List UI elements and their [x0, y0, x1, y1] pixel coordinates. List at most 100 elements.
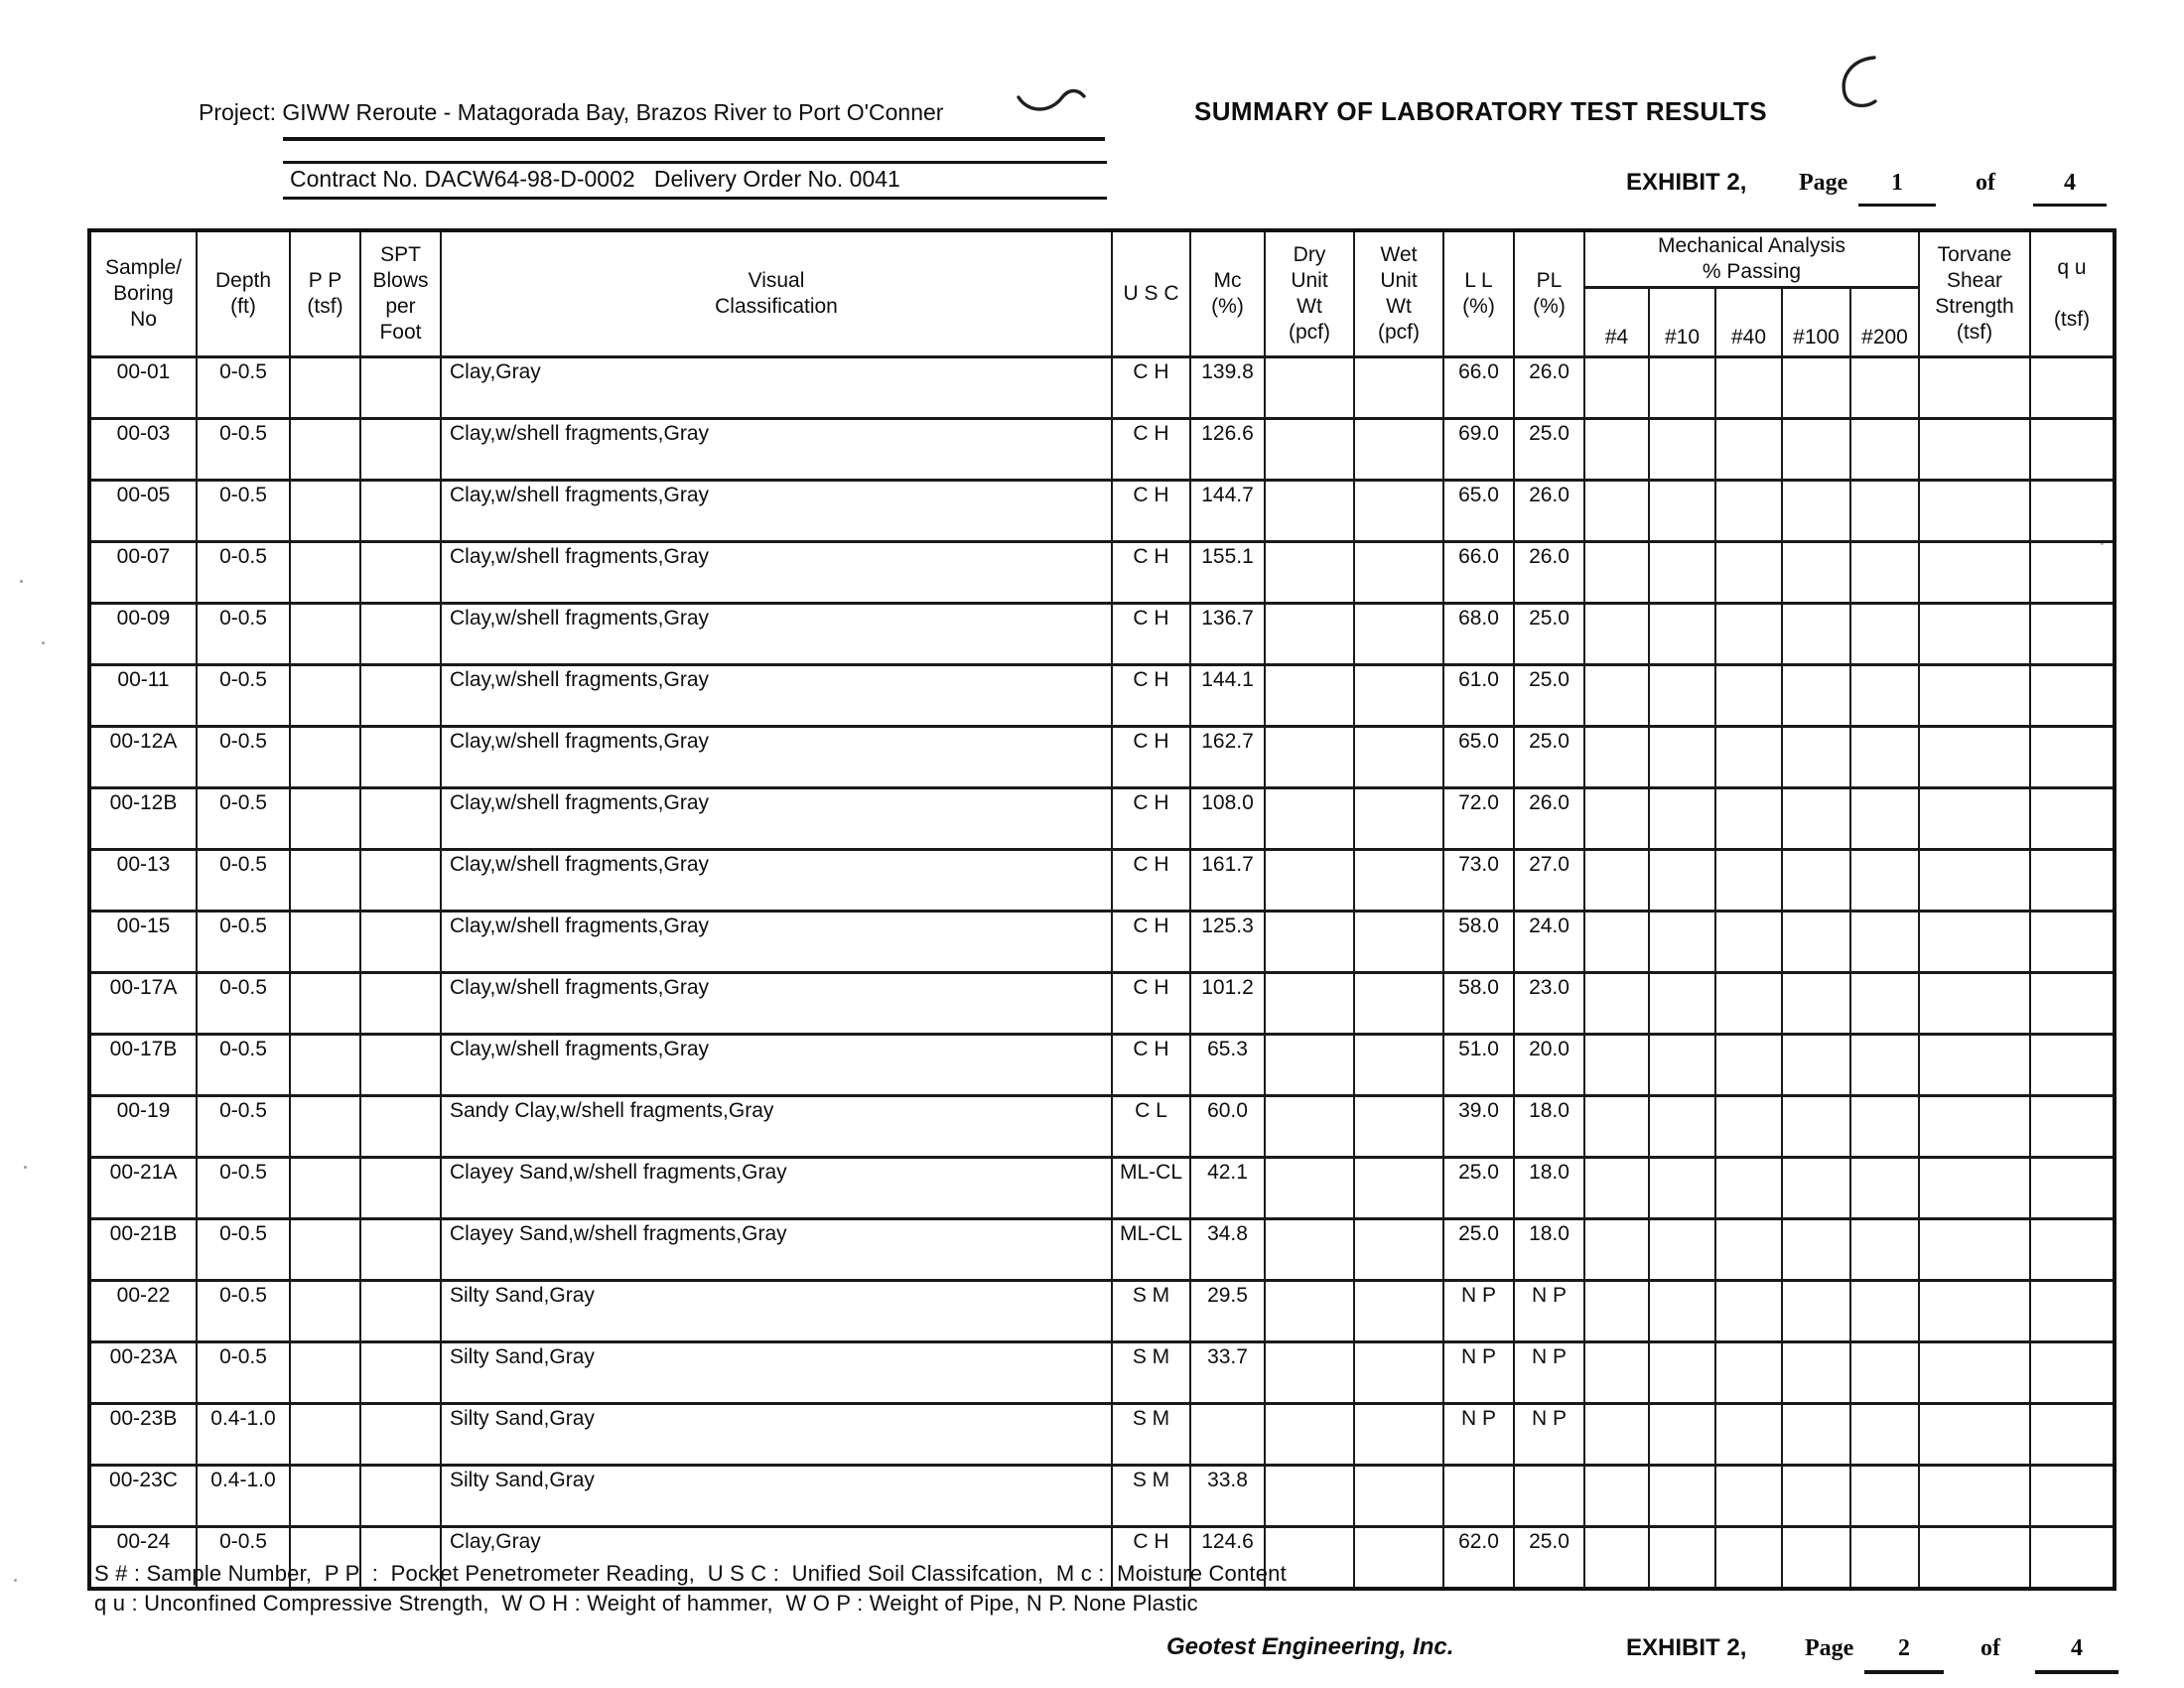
table-row: 00-17B 0-0.5 Clay,w/shell fragments,Gray C … [88, 1033, 2116, 1097]
cell-passing-40 [1714, 1217, 1783, 1282]
col-header-sieve-10: #10 [1648, 286, 1716, 358]
cell-plastic-limit: 20.0 [1513, 1033, 1585, 1097]
cell-wet-unit-wt [1353, 1033, 1444, 1097]
cell-usc: C H [1111, 540, 1191, 605]
results-table-body: 00-01 0-0.5 Clay,Gray C H 139.8 66.0 26.0 00-03… [88, 355, 2116, 1591]
page-number-underline-bottom [1864, 1670, 1944, 1674]
cell-spt-blows [359, 1033, 442, 1097]
cell-passing-4 [1583, 417, 1650, 482]
cell-wet-unit-wt [1353, 1464, 1444, 1528]
cell-qu [2029, 1217, 2116, 1282]
cell-passing-4 [1583, 971, 1650, 1036]
cell-spt-blows [359, 1464, 442, 1528]
cell-torvane-shear-strength [1918, 910, 2031, 974]
cell-passing-10 [1648, 602, 1716, 666]
cell-visual-classification: Silty Sand,Gray [440, 1340, 1113, 1405]
cell-visual-classification: Clay,w/shell fragments,Gray [440, 725, 1113, 789]
cell-passing-4 [1583, 848, 1650, 913]
cell-passing-200 [1849, 479, 1920, 543]
table-row: 00-21A 0-0.5 Clayey Sand,w/shell fragments… [88, 1156, 2116, 1220]
cell-passing-100 [1781, 1217, 1851, 1282]
cell-qu [2029, 479, 2116, 543]
cell-wet-unit-wt [1353, 1340, 1444, 1405]
cell-sample-no: 00-01 [88, 355, 198, 420]
cell-passing-100 [1781, 786, 1851, 851]
cell-pp [289, 725, 361, 789]
cell-passing-4 [1583, 1217, 1650, 1282]
results-table: Sample/ Boring No Depth (ft) P P (tsf) S… [87, 228, 2116, 1591]
cell-plastic-limit: N P [1513, 1402, 1585, 1467]
table-row: 00-15 0-0.5 Clay,w/shell fragments,Gray C H… [88, 910, 2116, 974]
cell-passing-40 [1714, 355, 1783, 420]
cell-passing-10 [1648, 971, 1716, 1036]
cell-visual-classification: Clay,w/shell fragments,Gray [440, 417, 1113, 482]
col-header-pl: PL (%) [1513, 228, 1585, 358]
cell-depth: 0-0.5 [196, 725, 291, 789]
cell-spt-blows [359, 910, 442, 974]
cell-passing-10 [1648, 355, 1716, 420]
cell-torvane-shear-strength [1918, 1033, 2031, 1097]
col-header-usc: U S C [1111, 228, 1191, 358]
col-header-dry-unit-wt: Dry Unit Wt (pcf) [1264, 228, 1355, 358]
cell-torvane-shear-strength [1918, 1525, 2031, 1591]
cell-passing-100 [1781, 1156, 1851, 1220]
cell-passing-4 [1583, 602, 1650, 666]
cell-plastic-limit: 18.0 [1513, 1094, 1585, 1159]
ruled-line [283, 161, 1107, 164]
cell-qu [2029, 848, 2116, 913]
cell-plastic-limit [1513, 1464, 1585, 1528]
cell-depth: 0-0.5 [196, 479, 291, 543]
cell-passing-10 [1648, 910, 1716, 974]
cell-passing-200 [1849, 1340, 1920, 1405]
cell-passing-40 [1714, 786, 1783, 851]
cell-wet-unit-wt [1353, 417, 1444, 482]
cell-mc: 33.7 [1189, 1340, 1266, 1405]
cell-usc: C H [1111, 848, 1191, 913]
page-number-top: 1 [1891, 170, 1903, 196]
total-pages-underline [2033, 204, 2107, 207]
cell-passing-10 [1648, 1525, 1716, 1591]
cell-mc [1189, 1402, 1266, 1467]
cell-dry-unit-wt [1264, 910, 1355, 974]
cell-passing-40 [1714, 971, 1783, 1036]
cell-qu [2029, 540, 2116, 605]
table-row: 00-13 0-0.5 Clay,w/shell fragments,Gray C H… [88, 848, 2116, 913]
cell-sample-no: 00-17A [88, 971, 198, 1036]
table-row: 00-23C 0.4-1.0 Silty Sand,Gray S M 33.8 [88, 1464, 2116, 1528]
col-header-depth: Depth (ft) [196, 228, 291, 358]
cell-mc: 34.8 [1189, 1217, 1266, 1282]
cell-visual-classification: Clay,w/shell fragments,Gray [440, 786, 1113, 851]
cell-sample-no: 00-15 [88, 910, 198, 974]
cell-torvane-shear-strength [1918, 1156, 2031, 1220]
cell-pp [289, 1464, 361, 1528]
cell-passing-100 [1781, 1525, 1851, 1591]
pen-mark-curl [1842, 56, 1877, 108]
cell-dry-unit-wt [1264, 1033, 1355, 1097]
table-row: 00-12B 0-0.5 Clay,w/shell fragments,Gray C … [88, 786, 2116, 851]
footnote-line-1: S # : Sample Number, P P : Pocket Penetr… [94, 1561, 1287, 1586]
cell-pp [289, 602, 361, 666]
cell-torvane-shear-strength [1918, 602, 2031, 666]
cell-spt-blows [359, 479, 442, 543]
table-row: 00-21B 0-0.5 Clayey Sand,w/shell fragments… [88, 1217, 2116, 1282]
cell-qu [2029, 1464, 2116, 1528]
cell-depth: 0-0.5 [196, 355, 291, 420]
cell-depth: 0-0.5 [196, 602, 291, 666]
cell-passing-10 [1648, 1402, 1716, 1467]
cell-torvane-shear-strength [1918, 1094, 2031, 1159]
cell-pp [289, 1279, 361, 1343]
cell-pp [289, 1033, 361, 1097]
cell-mc: 144.1 [1189, 663, 1266, 728]
cell-passing-10 [1648, 848, 1716, 913]
cell-pp [289, 663, 361, 728]
cell-dry-unit-wt [1264, 1402, 1355, 1467]
cell-sample-no: 00-22 [88, 1279, 198, 1343]
cell-sample-no: 00-19 [88, 1094, 198, 1159]
cell-depth: 0-0.5 [196, 910, 291, 974]
cell-torvane-shear-strength [1918, 725, 2031, 789]
cell-torvane-shear-strength [1918, 355, 2031, 420]
cell-dry-unit-wt [1264, 479, 1355, 543]
cell-passing-200 [1849, 848, 1920, 913]
col-header-wet-unit-wt: Wet Unit Wt (pcf) [1353, 228, 1444, 358]
cell-depth: 0.4-1.0 [196, 1402, 291, 1467]
